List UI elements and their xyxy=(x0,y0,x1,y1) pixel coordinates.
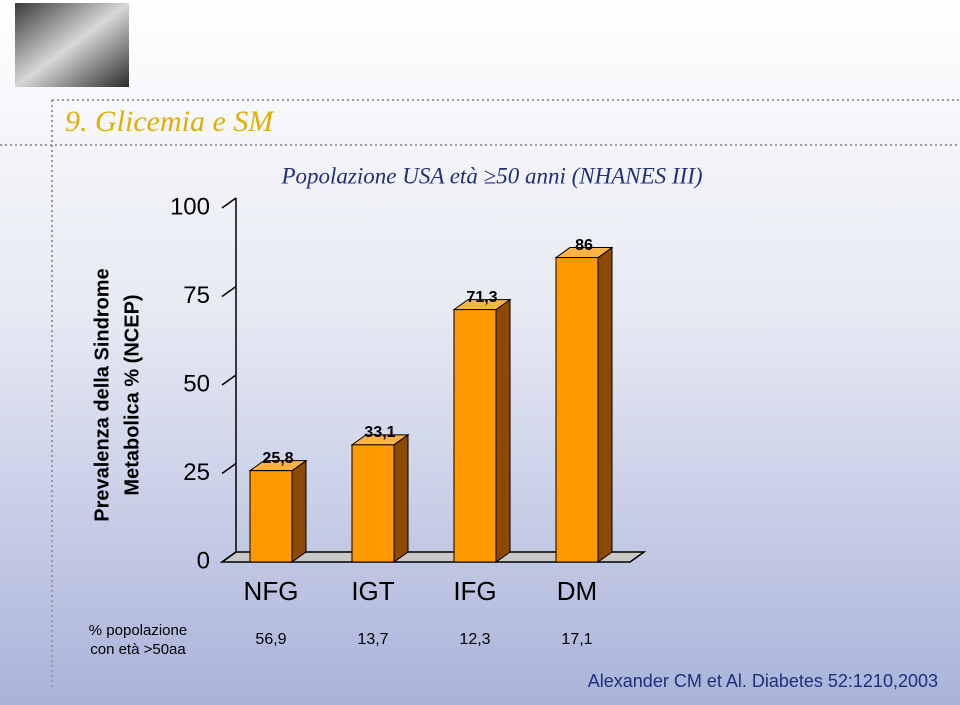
population-value: 13,7 xyxy=(357,631,388,648)
y-tick xyxy=(221,197,237,209)
slide-title: 9. Glicemia e SM xyxy=(65,105,275,138)
chart-title: Popolazione USA età ≥50 anni (NHANES III… xyxy=(280,163,702,188)
y-tick xyxy=(221,462,237,475)
y-tick xyxy=(221,374,237,386)
value-label: 25,8 xyxy=(262,450,293,467)
value-label: 86 xyxy=(575,237,593,254)
bar-side xyxy=(495,298,511,563)
population-label: % popolazione xyxy=(89,622,187,639)
bar-side xyxy=(597,246,613,563)
bar-side xyxy=(291,459,307,563)
y-tick-label: 100 xyxy=(170,193,210,220)
population-value: 17,1 xyxy=(561,631,592,648)
population-value: 56,9 xyxy=(255,631,286,648)
citation: Alexander CM et Al. Diabetes 52:1210,200… xyxy=(588,671,938,691)
bar-side xyxy=(393,433,409,563)
bar xyxy=(555,257,599,563)
y-tick xyxy=(221,285,237,298)
x-tick-label: NFG xyxy=(244,576,299,606)
population-value: 12,3 xyxy=(459,631,490,648)
value-label: 33,1 xyxy=(364,424,395,441)
photo xyxy=(15,3,129,87)
population-label: con età >50aa xyxy=(90,641,186,658)
y-axis-label: Prevalenza della Sindrome xyxy=(91,268,113,521)
y-tick-label: 50 xyxy=(183,370,210,397)
y-tick-label: 0 xyxy=(197,547,210,574)
bar xyxy=(453,309,497,563)
bar xyxy=(351,444,395,563)
x-tick-label: DM xyxy=(557,576,597,606)
x-tick-label: IGT xyxy=(351,576,394,606)
y-tick-label: 25 xyxy=(183,459,210,486)
y-tick xyxy=(221,551,237,563)
bar xyxy=(249,470,293,563)
y-tick-label: 75 xyxy=(183,282,210,309)
value-label: 71,3 xyxy=(466,289,497,306)
y-axis-label: Metabolica % (NCEP) xyxy=(121,294,143,495)
x-tick-label: IFG xyxy=(453,576,496,606)
